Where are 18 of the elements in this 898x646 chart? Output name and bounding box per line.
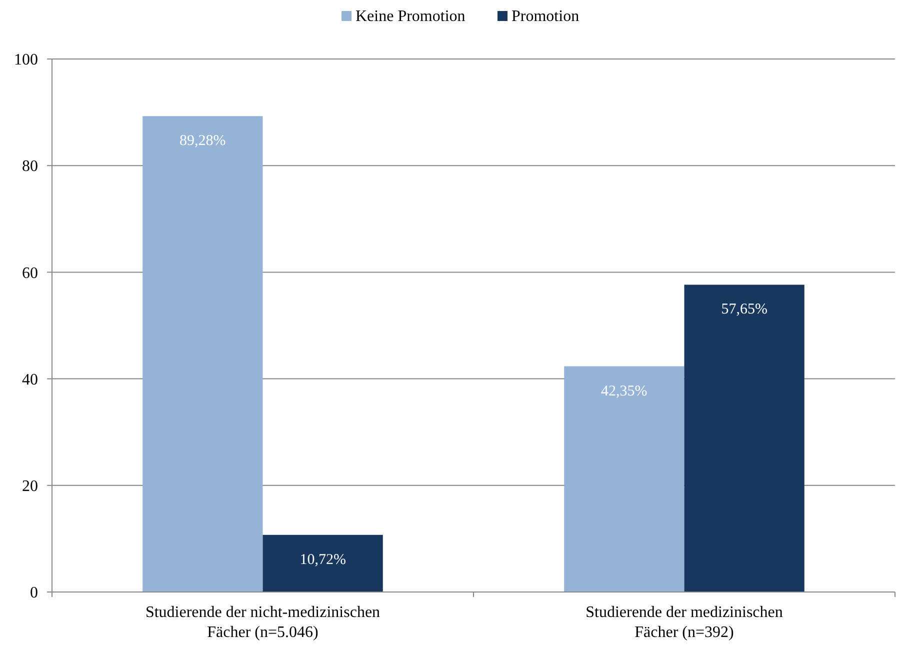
legend-label: Keine Promotion bbox=[356, 8, 466, 25]
y-tick-label: 80 bbox=[22, 158, 38, 176]
y-tick-label: 100 bbox=[14, 52, 38, 69]
y-tick-label: 60 bbox=[22, 264, 38, 282]
x-tick-label: Studierende der nicht-medizinischen Fächer (n=5.046) bbox=[145, 604, 380, 641]
data-label: 89,28% bbox=[180, 133, 226, 150]
y-tick-label: 0 bbox=[30, 584, 38, 602]
legend-label: Promotion bbox=[512, 8, 580, 25]
bar bbox=[262, 534, 383, 592]
data-label: 42,35% bbox=[601, 383, 648, 400]
data-label: 57,65% bbox=[721, 302, 768, 318]
bar bbox=[142, 116, 263, 592]
y-tick-label: 20 bbox=[22, 478, 38, 495]
bar bbox=[684, 284, 804, 592]
x-tick-label: Studierende der medizinischen Fächer (n=392) bbox=[586, 604, 783, 641]
y-tick-label: 40 bbox=[22, 371, 38, 388]
data-label: 10,72% bbox=[300, 552, 346, 568]
bar bbox=[564, 366, 684, 592]
